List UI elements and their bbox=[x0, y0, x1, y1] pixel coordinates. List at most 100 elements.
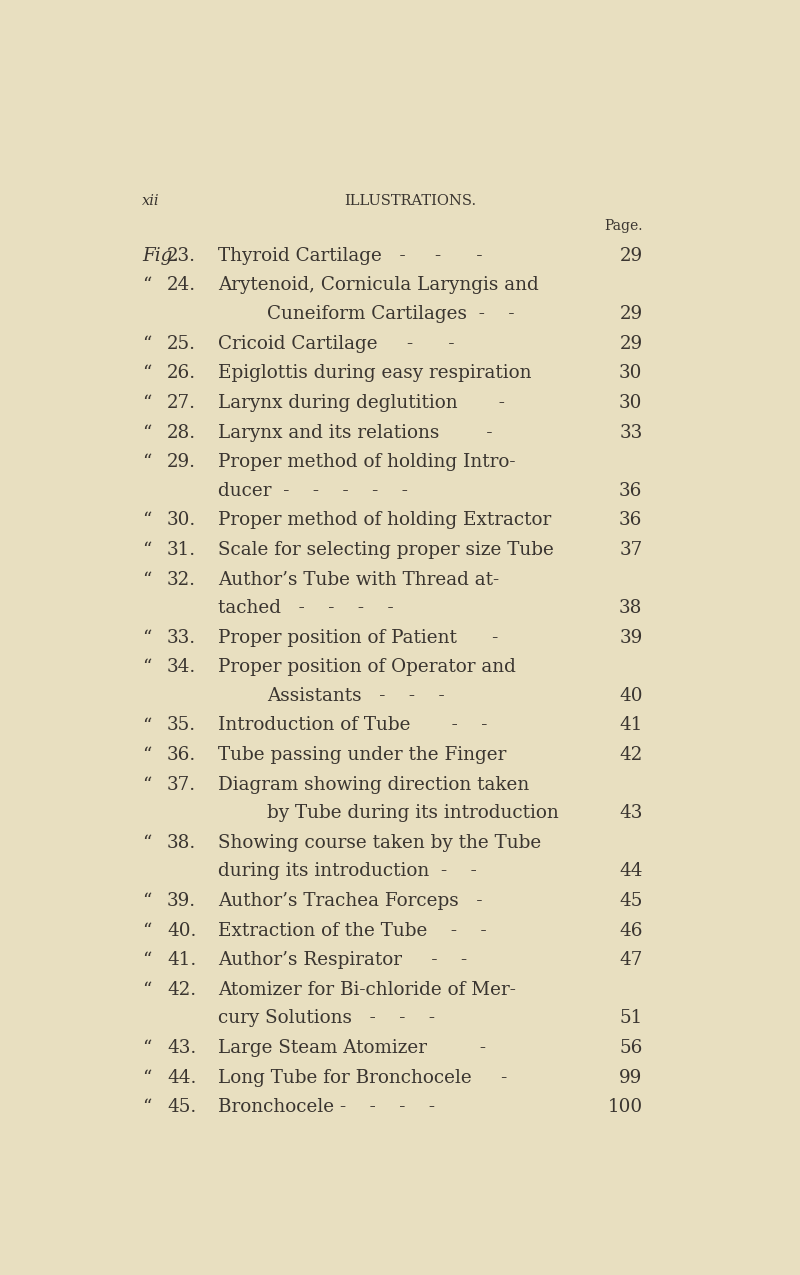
Text: by Tube during its introduction: by Tube during its introduction bbox=[267, 805, 559, 822]
Text: 46: 46 bbox=[619, 922, 642, 940]
Text: 99: 99 bbox=[619, 1068, 642, 1086]
Text: “: “ bbox=[142, 922, 151, 940]
Text: “: “ bbox=[142, 717, 151, 734]
Text: “: “ bbox=[142, 980, 151, 1000]
Text: Assistants   -    -    -: Assistants - - - bbox=[267, 687, 445, 705]
Text: 23.: 23. bbox=[167, 247, 196, 265]
Text: Tube passing under the Finger: Tube passing under the Finger bbox=[218, 746, 506, 764]
Text: 31.: 31. bbox=[167, 541, 196, 558]
Text: 40.: 40. bbox=[167, 922, 196, 940]
Text: 32.: 32. bbox=[167, 571, 196, 589]
Text: “: “ bbox=[142, 394, 151, 412]
Text: 37: 37 bbox=[619, 541, 642, 558]
Text: Cricoid Cartilage     -      -: Cricoid Cartilage - - bbox=[218, 334, 454, 353]
Text: 42.: 42. bbox=[167, 980, 196, 1000]
Text: Showing course taken by the Tube: Showing course taken by the Tube bbox=[218, 834, 541, 852]
Text: “: “ bbox=[142, 1039, 151, 1057]
Text: 36: 36 bbox=[619, 511, 642, 529]
Text: 33: 33 bbox=[619, 423, 642, 441]
Text: Scale for selecting proper size Tube: Scale for selecting proper size Tube bbox=[218, 541, 554, 558]
Text: Atomizer for Bi-chloride of Mer-: Atomizer for Bi-chloride of Mer- bbox=[218, 980, 516, 1000]
Text: Thyroid Cartilage   -     -      -: Thyroid Cartilage - - - bbox=[218, 247, 482, 265]
Text: 35.: 35. bbox=[167, 717, 196, 734]
Text: Proper method of holding Extractor: Proper method of holding Extractor bbox=[218, 511, 551, 529]
Text: 29: 29 bbox=[619, 305, 642, 323]
Text: “: “ bbox=[142, 334, 151, 353]
Text: 25.: 25. bbox=[167, 334, 196, 353]
Text: “: “ bbox=[142, 834, 151, 852]
Text: 30: 30 bbox=[619, 365, 642, 382]
Text: Proper method of holding Intro-: Proper method of holding Intro- bbox=[218, 453, 515, 472]
Text: Cuneiform Cartilages  -    -: Cuneiform Cartilages - - bbox=[267, 305, 515, 323]
Text: 39.: 39. bbox=[167, 892, 196, 910]
Text: Epiglottis during easy respiration: Epiglottis during easy respiration bbox=[218, 365, 531, 382]
Text: “: “ bbox=[142, 277, 151, 295]
Text: “: “ bbox=[142, 951, 151, 969]
Text: Proper position of Patient      -: Proper position of Patient - bbox=[218, 629, 498, 646]
Text: ILLUSTRATIONS.: ILLUSTRATIONS. bbox=[344, 194, 476, 208]
Text: tached   -    -    -    -: tached - - - - bbox=[218, 599, 394, 617]
Text: “: “ bbox=[142, 511, 151, 529]
Text: “: “ bbox=[142, 571, 151, 589]
Text: Introduction of Tube       -    -: Introduction of Tube - - bbox=[218, 717, 487, 734]
Text: Long Tube for Bronchocele     -: Long Tube for Bronchocele - bbox=[218, 1068, 507, 1086]
Text: “: “ bbox=[142, 453, 151, 472]
Text: “: “ bbox=[142, 1068, 151, 1086]
Text: 51: 51 bbox=[619, 1010, 642, 1028]
Text: 38: 38 bbox=[619, 599, 642, 617]
Text: 27.: 27. bbox=[167, 394, 196, 412]
Text: xii: xii bbox=[142, 194, 160, 208]
Text: Larynx and its relations        -: Larynx and its relations - bbox=[218, 423, 492, 441]
Text: “: “ bbox=[142, 365, 151, 382]
Text: cury Solutions   -    -    -: cury Solutions - - - bbox=[218, 1010, 435, 1028]
Text: Proper position of Operator and: Proper position of Operator and bbox=[218, 658, 516, 676]
Text: 38.: 38. bbox=[167, 834, 196, 852]
Text: 39: 39 bbox=[619, 629, 642, 646]
Text: 33.: 33. bbox=[167, 629, 196, 646]
Text: Bronchocele -    -    -    -: Bronchocele - - - - bbox=[218, 1099, 435, 1117]
Text: “: “ bbox=[142, 629, 151, 646]
Text: Fig.: Fig. bbox=[142, 247, 178, 265]
Text: Author’s Tube with Thread at-: Author’s Tube with Thread at- bbox=[218, 571, 499, 589]
Text: 36.: 36. bbox=[167, 746, 196, 764]
Text: 28.: 28. bbox=[167, 423, 196, 441]
Text: 37.: 37. bbox=[167, 775, 196, 794]
Text: Author’s Trachea Forceps   -: Author’s Trachea Forceps - bbox=[218, 892, 482, 910]
Text: 42: 42 bbox=[619, 746, 642, 764]
Text: 44: 44 bbox=[619, 862, 642, 881]
Text: 24.: 24. bbox=[167, 277, 196, 295]
Text: “: “ bbox=[142, 775, 151, 794]
Text: “: “ bbox=[142, 658, 151, 676]
Text: 40: 40 bbox=[619, 687, 642, 705]
Text: 41: 41 bbox=[619, 717, 642, 734]
Text: 41.: 41. bbox=[167, 951, 196, 969]
Text: Arytenoid, Cornicula Laryngis and: Arytenoid, Cornicula Laryngis and bbox=[218, 277, 538, 295]
Text: Large Steam Atomizer         -: Large Steam Atomizer - bbox=[218, 1039, 486, 1057]
Text: 26.: 26. bbox=[167, 365, 196, 382]
Text: 30.: 30. bbox=[167, 511, 196, 529]
Text: 45: 45 bbox=[619, 892, 642, 910]
Text: 100: 100 bbox=[607, 1099, 642, 1117]
Text: 29: 29 bbox=[619, 334, 642, 353]
Text: Page.: Page. bbox=[604, 219, 642, 233]
Text: 43.: 43. bbox=[167, 1039, 196, 1057]
Text: 30: 30 bbox=[619, 394, 642, 412]
Text: Author’s Respirator     -    -: Author’s Respirator - - bbox=[218, 951, 467, 969]
Text: during its introduction  -    -: during its introduction - - bbox=[218, 862, 477, 881]
Text: 43: 43 bbox=[619, 805, 642, 822]
Text: Larynx during deglutition       -: Larynx during deglutition - bbox=[218, 394, 505, 412]
Text: “: “ bbox=[142, 1099, 151, 1117]
Text: 34.: 34. bbox=[167, 658, 196, 676]
Text: “: “ bbox=[142, 423, 151, 441]
Text: 29: 29 bbox=[619, 247, 642, 265]
Text: 36: 36 bbox=[619, 482, 642, 500]
Text: ducer  -    -    -    -    -: ducer - - - - - bbox=[218, 482, 408, 500]
Text: Extraction of the Tube    -    -: Extraction of the Tube - - bbox=[218, 922, 486, 940]
Text: 44.: 44. bbox=[167, 1068, 196, 1086]
Text: 29.: 29. bbox=[167, 453, 196, 472]
Text: 56: 56 bbox=[619, 1039, 642, 1057]
Text: “: “ bbox=[142, 541, 151, 558]
Text: “: “ bbox=[142, 892, 151, 910]
Text: 47: 47 bbox=[619, 951, 642, 969]
Text: 45.: 45. bbox=[167, 1099, 196, 1117]
